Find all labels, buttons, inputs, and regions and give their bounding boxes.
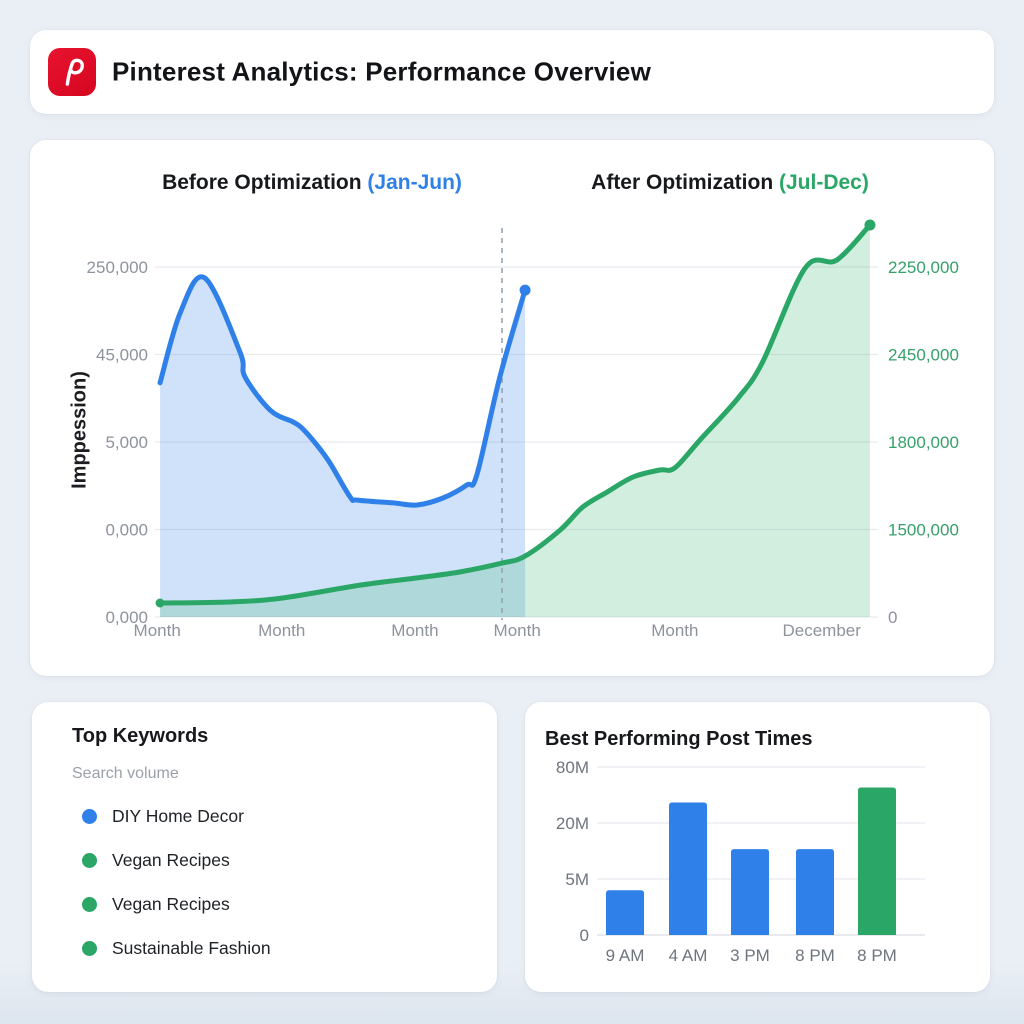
pinterest-logo-icon [48, 48, 96, 96]
keyword-dot-icon [82, 896, 97, 912]
header-card: Pinterest Analytics: Performance Overvie… [30, 30, 994, 114]
bar-y-axis-tick: 5M [565, 870, 589, 889]
left-axis-tick: 250,000 [87, 258, 148, 277]
series-end-dot [864, 219, 876, 231]
series-start-dot [155, 598, 165, 608]
keywords-card-subtitle: Search volume [72, 765, 179, 782]
before-title-text: Before Optimization [162, 171, 362, 194]
bar-4am [669, 802, 707, 935]
keyword-label: Vegan Recipes [112, 849, 230, 870]
x-axis-tick: Month [134, 621, 181, 640]
keyword-dot-icon [82, 808, 97, 824]
left-axis-tick: 0,000 [105, 521, 148, 540]
bar-8pm [858, 787, 896, 935]
keywords-list: DIY Home Decor Vegan Recipes Vegan Recip… [82, 794, 271, 970]
x-axis-tick: December [783, 621, 862, 640]
after-series-line [157, 222, 873, 606]
top-keywords-card: Top Keywords Search volume DIY Home Deco… [32, 702, 497, 992]
left-axis-tick: 45,000 [96, 346, 148, 365]
before-optimization-title: Before Optimization (Jan-Jun) [162, 171, 462, 195]
keyword-label: Vegan Recipes [112, 893, 230, 914]
bar-y-axis-tick: 0 [580, 926, 589, 945]
bar-x-axis-tick: 4 AM [669, 946, 708, 965]
page-title: Pinterest Analytics: Performance Overvie… [112, 56, 652, 87]
bar-x-axis-tick: 8 PM [857, 946, 897, 965]
left-axis-tick: 5,000 [105, 433, 148, 452]
bar-3pm [731, 849, 769, 935]
x-axis-tick: Month [651, 621, 698, 640]
list-item: Vegan Recipes [82, 882, 271, 926]
performance-chart-card: Before Optimization (Jan-Jun) After Opti… [30, 140, 994, 676]
bar-8pm [796, 849, 834, 935]
before-after-area-chart: 250,000 45,000 5,000 0,000 0,000 2250,000 2450… [87, 219, 959, 640]
bar-y-axis-tick: 20M [556, 814, 589, 833]
keyword-dot-icon [82, 852, 97, 868]
right-axis-tick: 2450,000 [888, 346, 959, 365]
x-axis-tick: Month [258, 621, 305, 640]
bar-y-axis-tick: 80M [556, 758, 589, 777]
before-title-period: (Jan-Jun) [361, 171, 462, 194]
keywords-card-title: Top Keywords [72, 725, 209, 747]
left-axis-tick: 0,000 [105, 608, 148, 627]
post-times-bar-chart: 80M 20M 5M 0 9 AM 4 AM 3 PM 8 PM 8 PM [556, 758, 925, 965]
after-title-text: After Optimization [591, 171, 774, 194]
pinterest-p-glyph [65, 58, 84, 86]
keyword-label: Sustainable Fashion [112, 937, 271, 958]
post-times-card-title: Best Performing Post Times [545, 728, 813, 750]
list-item: DIY Home Decor [82, 794, 271, 838]
bar-9am [606, 890, 644, 935]
before-series-area [160, 276, 526, 617]
before-series-line [157, 274, 528, 508]
x-axis-tick: Month [494, 621, 541, 640]
keyword-dot-icon [82, 940, 97, 956]
bar-x-axis-tick: 8 PM [795, 946, 835, 965]
list-item: Vegan Recipes [82, 838, 271, 882]
right-axis-tick: 2250,000 [888, 258, 959, 277]
after-series-area [160, 225, 870, 617]
series-end-dot [519, 284, 531, 296]
right-axis-tick: 1800,000 [888, 433, 959, 452]
bar-x-axis-tick: 3 PM [730, 946, 770, 965]
right-axis-tick: 0 [888, 608, 897, 627]
x-axis-tick: Month [391, 621, 438, 640]
keyword-label: DIY Home Decor [112, 805, 244, 826]
right-axis-tick: 1500,000 [888, 521, 959, 540]
after-title-period: (Jul-Dec) [773, 171, 869, 194]
list-item: Sustainable Fashion [82, 926, 271, 970]
bar-x-axis-tick: 9 AM [606, 946, 645, 965]
after-optimization-title: After Optimization (Jul-Dec) [591, 171, 869, 195]
post-times-card: Best Performing Post Times 80M 20M 5M 0 9 AM… [525, 702, 990, 992]
